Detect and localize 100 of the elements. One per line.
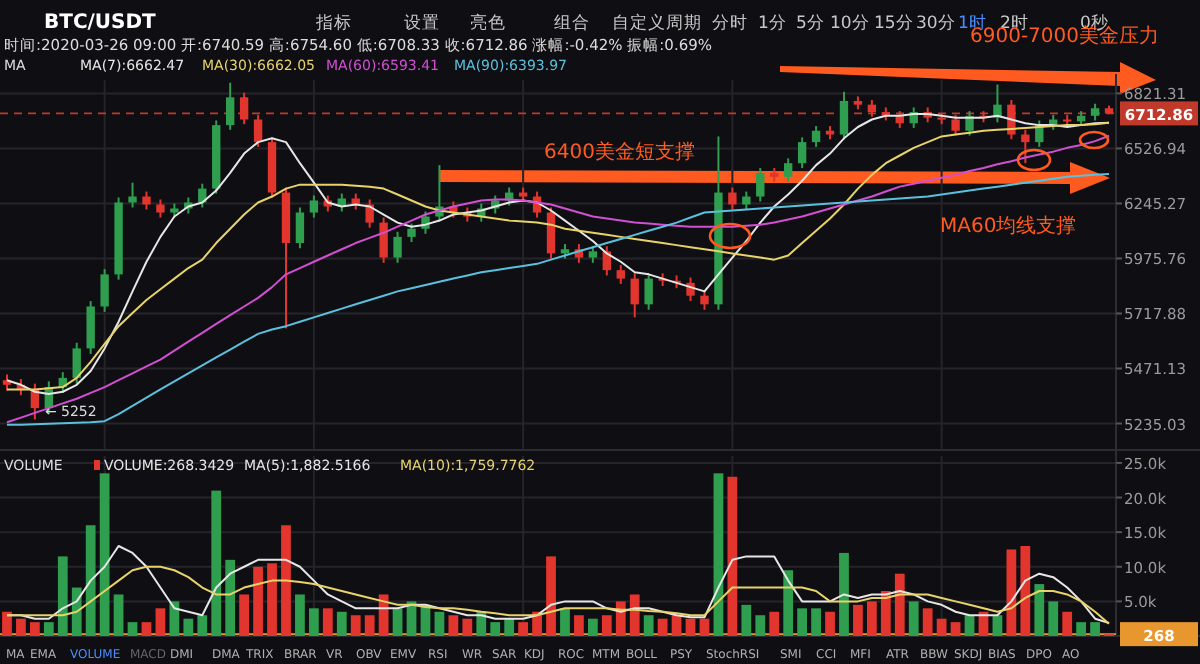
bar: [127, 622, 138, 636]
annotation: MA60均线支撑: [940, 214, 1077, 238]
candlestick: [72, 341, 81, 385]
candlestick: [86, 300, 95, 356]
candlestick: [993, 83, 1002, 124]
candlestick: [128, 181, 137, 209]
bar: [629, 594, 640, 636]
bar: [922, 608, 933, 636]
candlestick: [839, 90, 849, 141]
bar: [825, 611, 835, 636]
bar: [85, 525, 96, 636]
candlestick: [728, 186, 737, 211]
bar: [587, 618, 598, 636]
bar: [29, 622, 40, 636]
bar: [685, 618, 696, 636]
text: 分时: [712, 12, 748, 34]
bar: [783, 570, 794, 636]
candlestick: [309, 194, 319, 219]
candlestick: [295, 206, 305, 250]
bar: [1076, 622, 1087, 636]
bar: [155, 608, 166, 636]
bar: [699, 618, 710, 636]
bar: [1048, 601, 1059, 636]
bar: [197, 615, 208, 636]
bar: [950, 622, 961, 636]
candlestick: [951, 113, 960, 137]
candlestick: [783, 157, 793, 183]
bar: [546, 556, 556, 636]
bar: [281, 525, 291, 636]
candlestick: [156, 198, 165, 219]
bar: [225, 559, 236, 636]
text: 1分: [758, 12, 787, 34]
candlestick: [700, 289, 709, 311]
bar: [839, 552, 849, 636]
text: 指标: [314, 12, 352, 34]
bar: [43, 622, 54, 636]
candlestick: [630, 272, 639, 319]
bar: [350, 615, 361, 636]
bar: [1062, 611, 1073, 636]
bar: [267, 563, 277, 636]
bar: [434, 611, 445, 636]
candlestick: [379, 216, 388, 264]
bar: [601, 615, 612, 636]
bar: [908, 601, 919, 636]
bar: [336, 611, 347, 636]
bar: [1020, 546, 1031, 636]
bar: [57, 556, 68, 636]
bar: [113, 594, 124, 636]
bar: [866, 601, 877, 636]
text: 设置: [404, 12, 440, 34]
bar: [448, 615, 459, 636]
bar: [769, 611, 780, 636]
bar: [1034, 584, 1045, 636]
bar: [936, 618, 947, 636]
bar: [378, 594, 389, 636]
candlestick: [225, 81, 235, 131]
bar: [16, 618, 26, 636]
candlestick: [393, 230, 402, 264]
bar: [560, 608, 570, 636]
bar: [239, 594, 250, 636]
bar: [295, 594, 305, 636]
candlestick: [616, 263, 625, 285]
candlestick: [239, 91, 249, 126]
bar: [727, 476, 738, 636]
annotation: 6400美金短支撑: [544, 140, 695, 164]
bar: [308, 608, 319, 636]
bar: [364, 615, 375, 636]
bar: [1006, 549, 1017, 636]
bar: [211, 490, 222, 636]
text: 5分: [796, 12, 825, 34]
candlestick: [365, 198, 374, 229]
bar: [797, 608, 808, 636]
line-series: [5, 173, 1111, 426]
bar: [504, 618, 515, 636]
candlestick: [756, 167, 765, 203]
chart-title: BTC/USDT: [44, 12, 157, 34]
line-series: [5, 565, 1111, 625]
candlestick: [407, 222, 416, 244]
candlestick: [644, 272, 653, 311]
bar: [141, 622, 152, 636]
bar: [253, 566, 263, 636]
bar: [615, 601, 626, 636]
bar: [169, 601, 180, 636]
bar: [99, 473, 110, 636]
candlestick: [965, 110, 974, 137]
bar: [811, 608, 821, 636]
bar: [2, 611, 12, 636]
text: 15分: [874, 12, 914, 34]
text: 自定义周期: [612, 12, 702, 34]
text: 30分: [916, 12, 956, 34]
bar: [392, 608, 403, 636]
candlestick: [811, 125, 821, 148]
bar: [992, 615, 1003, 636]
bar: [322, 608, 333, 636]
candlestick: [100, 268, 109, 313]
bar: [853, 604, 863, 636]
bar: [643, 615, 654, 636]
candlestick: [797, 136, 807, 170]
bar: [490, 622, 501, 636]
bar: [574, 615, 584, 636]
